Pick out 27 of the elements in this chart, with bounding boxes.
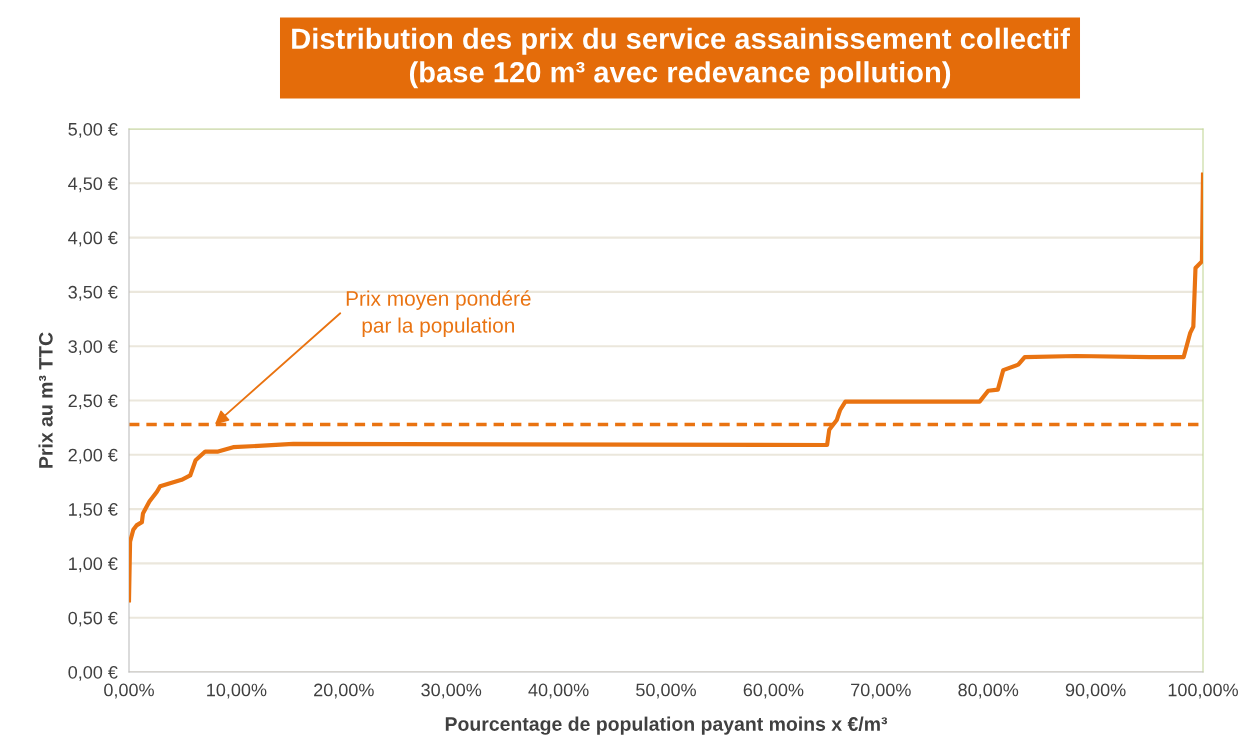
annotation: Prix moyen pondéré par la population — [346, 290, 531, 337]
y-tick-label: 4,00 € — [68, 231, 118, 247]
y-tick-label: 1,00 € — [69, 557, 118, 573]
y-axis-title: Prix au m³ TTC — [38, 332, 53, 468]
y-tick-label: 5,00 € — [68, 122, 118, 138]
y-tick-label: 0,50 € — [68, 611, 118, 627]
y-tick-label: 1,50 € — [69, 503, 118, 518]
x-tick-label: 100,00% — [1168, 683, 1238, 699]
y-tick-label: 2,50 € — [68, 394, 118, 410]
x-tick-label: 50,00% — [636, 683, 696, 699]
y-tick-label: 0,00 € — [68, 665, 118, 681]
x-tick-label: 30,00% — [421, 683, 482, 699]
x-tick-label: 0,00% — [104, 683, 154, 699]
chart-title: Distribution des prix du service assainissement collectif (base 120 m³ avec redevance pollution) — [292, 27, 1070, 89]
y-tick-label: 3,50 € — [68, 285, 118, 301]
x-tick-label: 60,00% — [743, 683, 804, 699]
x-tick-label: 80,00% — [958, 683, 1019, 699]
line-series — [129, 172, 1203, 603]
x-tick-label: 20,00% — [314, 683, 374, 699]
y-tick-label: 2,00 € — [68, 448, 118, 464]
x-axis-title: Pourcentage de population payant moins x €/m³ — [445, 716, 888, 735]
x-tick-label: 10,00% — [207, 683, 267, 699]
x-tick-label: 70,00% — [851, 683, 911, 699]
y-tick-label: 3,00 € — [68, 340, 118, 356]
y-tick-label: 4,50 € — [68, 177, 118, 193]
x-tick-label: 40,00% — [528, 683, 589, 699]
x-tick-label: 90,00% — [1065, 683, 1126, 699]
